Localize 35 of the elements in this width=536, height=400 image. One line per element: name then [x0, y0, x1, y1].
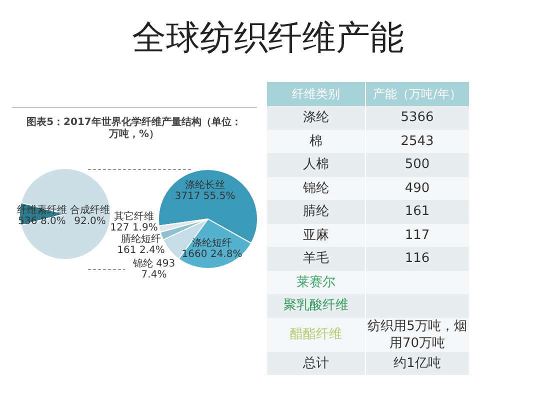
- text: 约1亿吨: [394, 356, 441, 371]
- text: 产能（万吨/年）: [373, 86, 462, 100]
- category-label: 锦纶: [302, 180, 329, 196]
- category-label: 人棉: [302, 157, 329, 172]
- slice-label: 锦纶 493 7.4%: [132, 258, 176, 281]
- data-label: 127 1.9%: [110, 222, 158, 234]
- data-label: 1660 24.8%: [182, 249, 242, 260]
- data-label: 3717 55.5%: [174, 191, 236, 202]
- category-label: 亚麻: [302, 228, 329, 243]
- text: 5366: [400, 110, 434, 126]
- category-label: 羊毛: [302, 251, 329, 266]
- text: 116: [404, 251, 430, 266]
- category-label: 涤纶: [302, 110, 329, 126]
- category-label: 聚乳酸纤维: [283, 298, 348, 314]
- text: 2543: [400, 134, 434, 149]
- text: 161: [404, 204, 430, 220]
- text: 490: [404, 180, 430, 196]
- slice-label: 涤纶长丝: [185, 179, 225, 192]
- text: 117: [404, 228, 430, 243]
- category-label: 腈纶: [302, 204, 329, 220]
- slice-label: 涤纶短纤: [192, 237, 232, 250]
- slice-label: 合成纤维: [70, 204, 110, 216]
- text: 图表5：2017年世界化学纤维产量结构（单位：万吨，%）: [26, 117, 242, 140]
- text: 500: [404, 157, 430, 172]
- category-label: 莱赛尔: [296, 274, 336, 290]
- category-label: 总计: [302, 356, 329, 371]
- text: 纤维类别: [292, 86, 340, 100]
- category-label: 醋酯纤维: [290, 327, 342, 342]
- data-label: 161 2.4%: [117, 245, 165, 256]
- category-label: 棉: [309, 134, 322, 149]
- text: 全球纺织纤维产能: [132, 18, 404, 58]
- slice-label: 其它纤维: [114, 210, 154, 223]
- text: 纺织用5万吨，烟用70万吨: [368, 318, 467, 350]
- data-label: 92.0%: [74, 216, 106, 228]
- slice-label: 腈纶短纤: [121, 233, 161, 246]
